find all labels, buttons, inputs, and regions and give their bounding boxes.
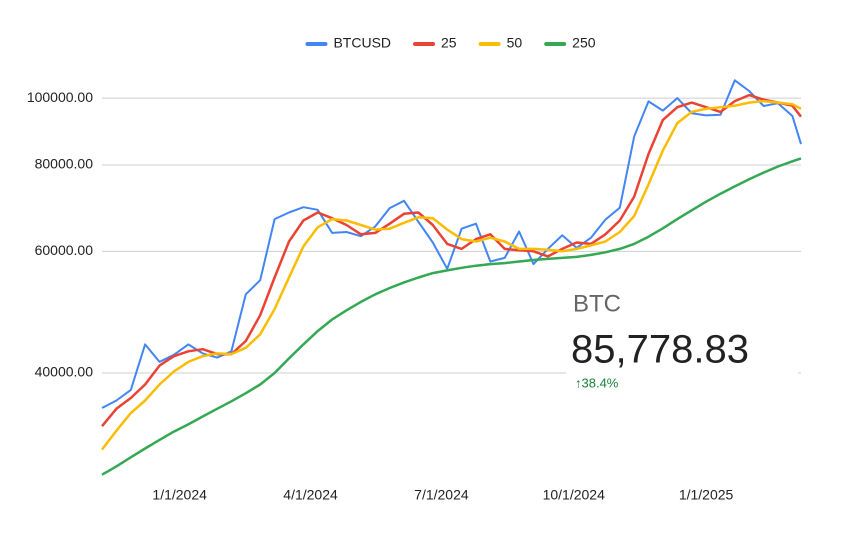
series-line: [101, 79, 802, 409]
legend-item: BTCUSD: [305, 35, 391, 51]
x-tick-label: 4/1/2024: [283, 487, 338, 503]
ticker-change: ↑38.4%: [575, 375, 619, 390]
legend-label: 25: [441, 35, 457, 51]
legend: BTCUSD 25 50 250: [305, 35, 596, 51]
legend-item: 25: [413, 35, 457, 51]
grid: 40000.00 60000.00 80000.00 100000.00 1/1/202…: [27, 89, 801, 503]
y-tick-label: 60000.00: [35, 242, 94, 258]
x-tick-label: 1/1/2025: [679, 487, 734, 503]
ticker-background: [566, 284, 798, 396]
legend-item: 250: [544, 35, 596, 51]
series-line: [101, 99, 802, 451]
x-tick-label: 7/1/2024: [414, 487, 469, 503]
x-tick-label: 10/1/2024: [543, 487, 605, 503]
y-tick-label: 40000.00: [35, 364, 94, 380]
x-tick-label: 1/1/2024: [152, 487, 207, 503]
ticker-box: BTC 85,778.83 ↑38.4%: [566, 284, 798, 396]
y-tick-label: 80000.00: [35, 156, 94, 172]
series-line: [101, 157, 802, 476]
legend-label: 50: [507, 35, 523, 51]
legend-item: 50: [478, 35, 523, 51]
lines: [101, 79, 802, 476]
y-tick-label: 100000.00: [27, 89, 93, 105]
ticker-price: 85,778.83: [571, 328, 749, 372]
legend-label: BTCUSD: [333, 35, 391, 51]
legend-label: 250: [572, 35, 596, 51]
ticker-symbol: BTC: [573, 290, 621, 317]
